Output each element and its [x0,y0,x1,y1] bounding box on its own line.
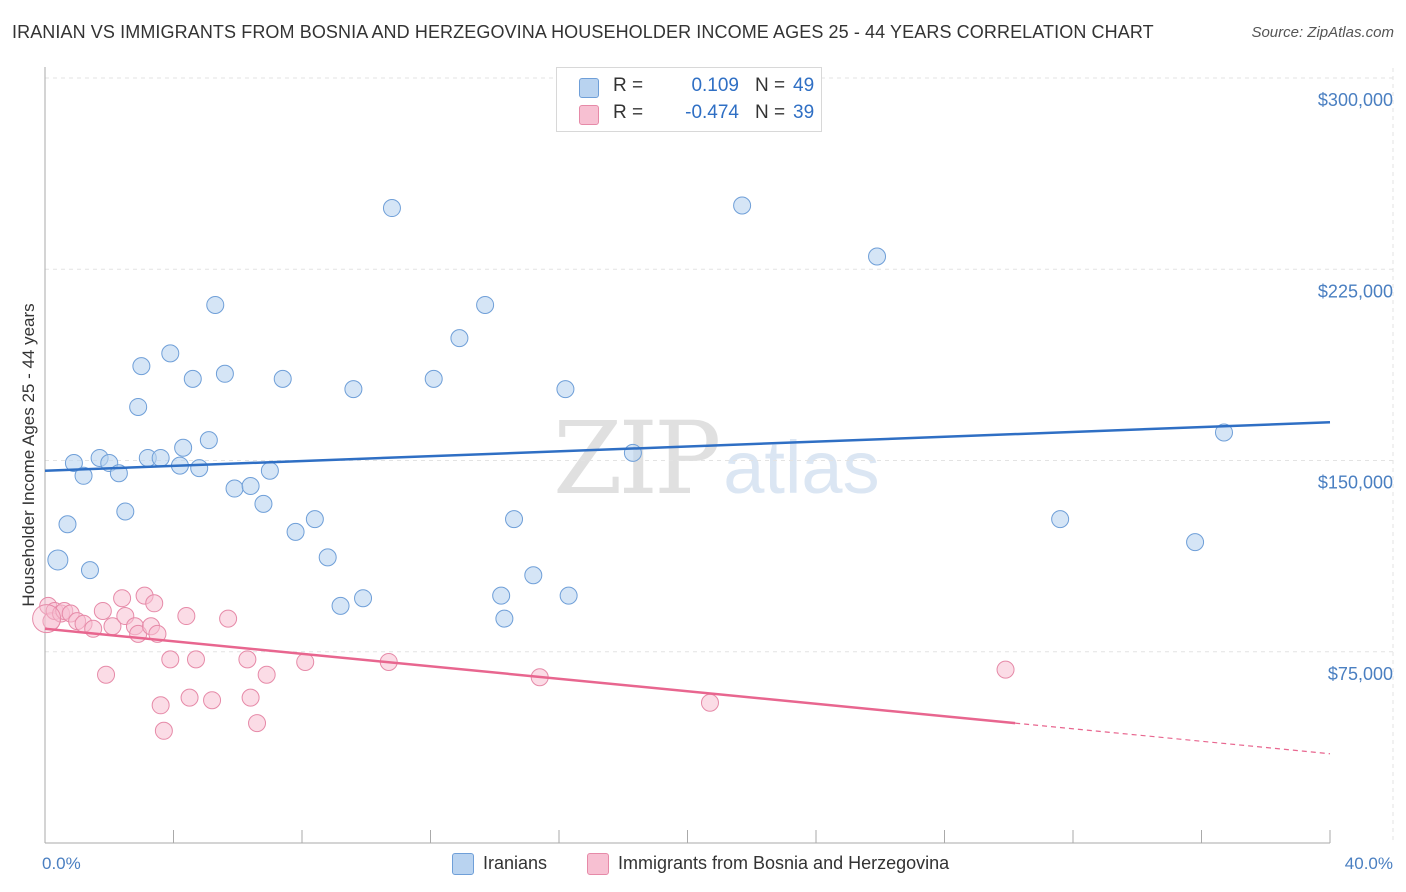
bottom-legend-swatch-blue [452,853,474,875]
point-bosnia [97,665,116,684]
point-iranians [354,589,373,608]
point-iranians [495,609,514,628]
point-bosnia [296,652,315,671]
y-axis-title: Householder Income Ages 25 - 44 years [19,303,38,606]
point-bosnia [700,693,719,712]
point-iranians [524,566,543,585]
point-iranians [623,443,642,462]
point-iranians [206,295,225,314]
legend-r-value: 0.109 [691,75,739,96]
trend-line-iranians [44,421,1331,472]
tick-labels: $75,000 $150,000 $225,000 $300,000 0.0% 40.0% [42,90,1393,873]
point-bosnia [161,650,180,669]
point-bosnia [151,696,170,715]
bottom-legend-label: Immigrants from Bosnia and Herzegovina [618,853,950,873]
point-iranians [1214,423,1233,442]
point-bosnia [219,609,238,628]
point-bosnia [180,688,199,707]
correlation-legend: R = 0.109 N = 49 R = -0.474 N = 39 [556,67,822,132]
point-iranians [331,596,350,615]
point-iranians [344,380,363,399]
point-bosnia [996,660,1015,679]
point-iranians [1051,510,1070,529]
point-iranians [733,196,752,215]
point-iranians [80,561,99,580]
trend-lines [44,421,1331,755]
series-iranians-points [47,196,1233,628]
y-tick-label: $300,000 [1318,90,1393,110]
point-bosnia [238,650,257,669]
point-iranians [183,369,202,388]
point-iranians [174,438,193,457]
bottom-legend-swatch-pink [587,853,609,875]
legend-r-label: R = [613,75,644,96]
point-iranians [129,397,148,416]
trend-line-bosnia [44,627,1016,725]
legend-n-label: N = [755,102,786,123]
point-iranians [382,199,401,218]
legend-swatch-blue [579,78,599,98]
axes [44,67,1331,844]
legend-n-value: 49 [793,75,815,96]
point-iranians [868,247,887,266]
y-tick-label: $150,000 [1318,473,1393,493]
point-iranians [199,431,218,450]
point-bosnia [257,665,276,684]
point-iranians [225,479,244,498]
legend-r-label: R = [613,102,644,123]
point-bosnia [93,601,112,620]
y-tick-label: $225,000 [1318,281,1393,301]
point-bosnia [186,650,205,669]
point-iranians [260,461,279,480]
y-tick-label: $75,000 [1328,664,1393,684]
point-iranians [559,586,578,605]
point-iranians [132,357,151,376]
x-tick-label-min: 0.0% [42,854,81,873]
point-iranians [505,510,524,529]
point-iranians [116,502,135,521]
point-iranians [1186,533,1205,552]
point-iranians [273,369,292,388]
point-iranians [254,494,273,513]
bottom-legend-label: Iranians [483,853,548,873]
point-bosnia [248,714,267,733]
x-tick-label-max: 40.0% [1345,854,1393,873]
point-iranians [151,448,170,467]
source-label: Source: ZipAtlas.com [1251,24,1394,41]
legend-n-value: 39 [793,102,815,123]
point-iranians [318,548,337,567]
point-iranians [47,549,69,571]
point-iranians [305,510,324,529]
point-iranians [450,329,469,348]
legend-r-value: -0.474 [685,102,739,123]
point-bosnia [241,688,260,707]
chart-title: IRANIAN VS IMMIGRANTS FROM BOSNIA AND HE… [12,22,1154,42]
point-bosnia [32,604,62,634]
point-iranians [58,515,77,534]
point-bosnia [177,607,196,626]
point-iranians [241,477,260,495]
point-bosnia [154,721,173,740]
legend-swatch-pink [579,105,599,125]
point-iranians [161,344,180,363]
point-iranians [424,369,443,388]
legend-n-label: N = [755,75,786,96]
gridlines [45,68,1394,843]
point-iranians [190,459,209,478]
trend-line-bosnia-extrapolated [1015,722,1331,755]
point-bosnia [203,691,222,710]
point-bosnia [145,594,164,613]
point-iranians [74,466,93,485]
point-iranians [492,586,511,605]
point-iranians [556,380,575,399]
point-bosnia [113,589,132,608]
point-iranians [64,454,83,473]
series-bosnia-points [32,586,1015,740]
point-iranians [476,295,495,314]
point-iranians [215,364,234,383]
point-iranians [286,522,305,541]
